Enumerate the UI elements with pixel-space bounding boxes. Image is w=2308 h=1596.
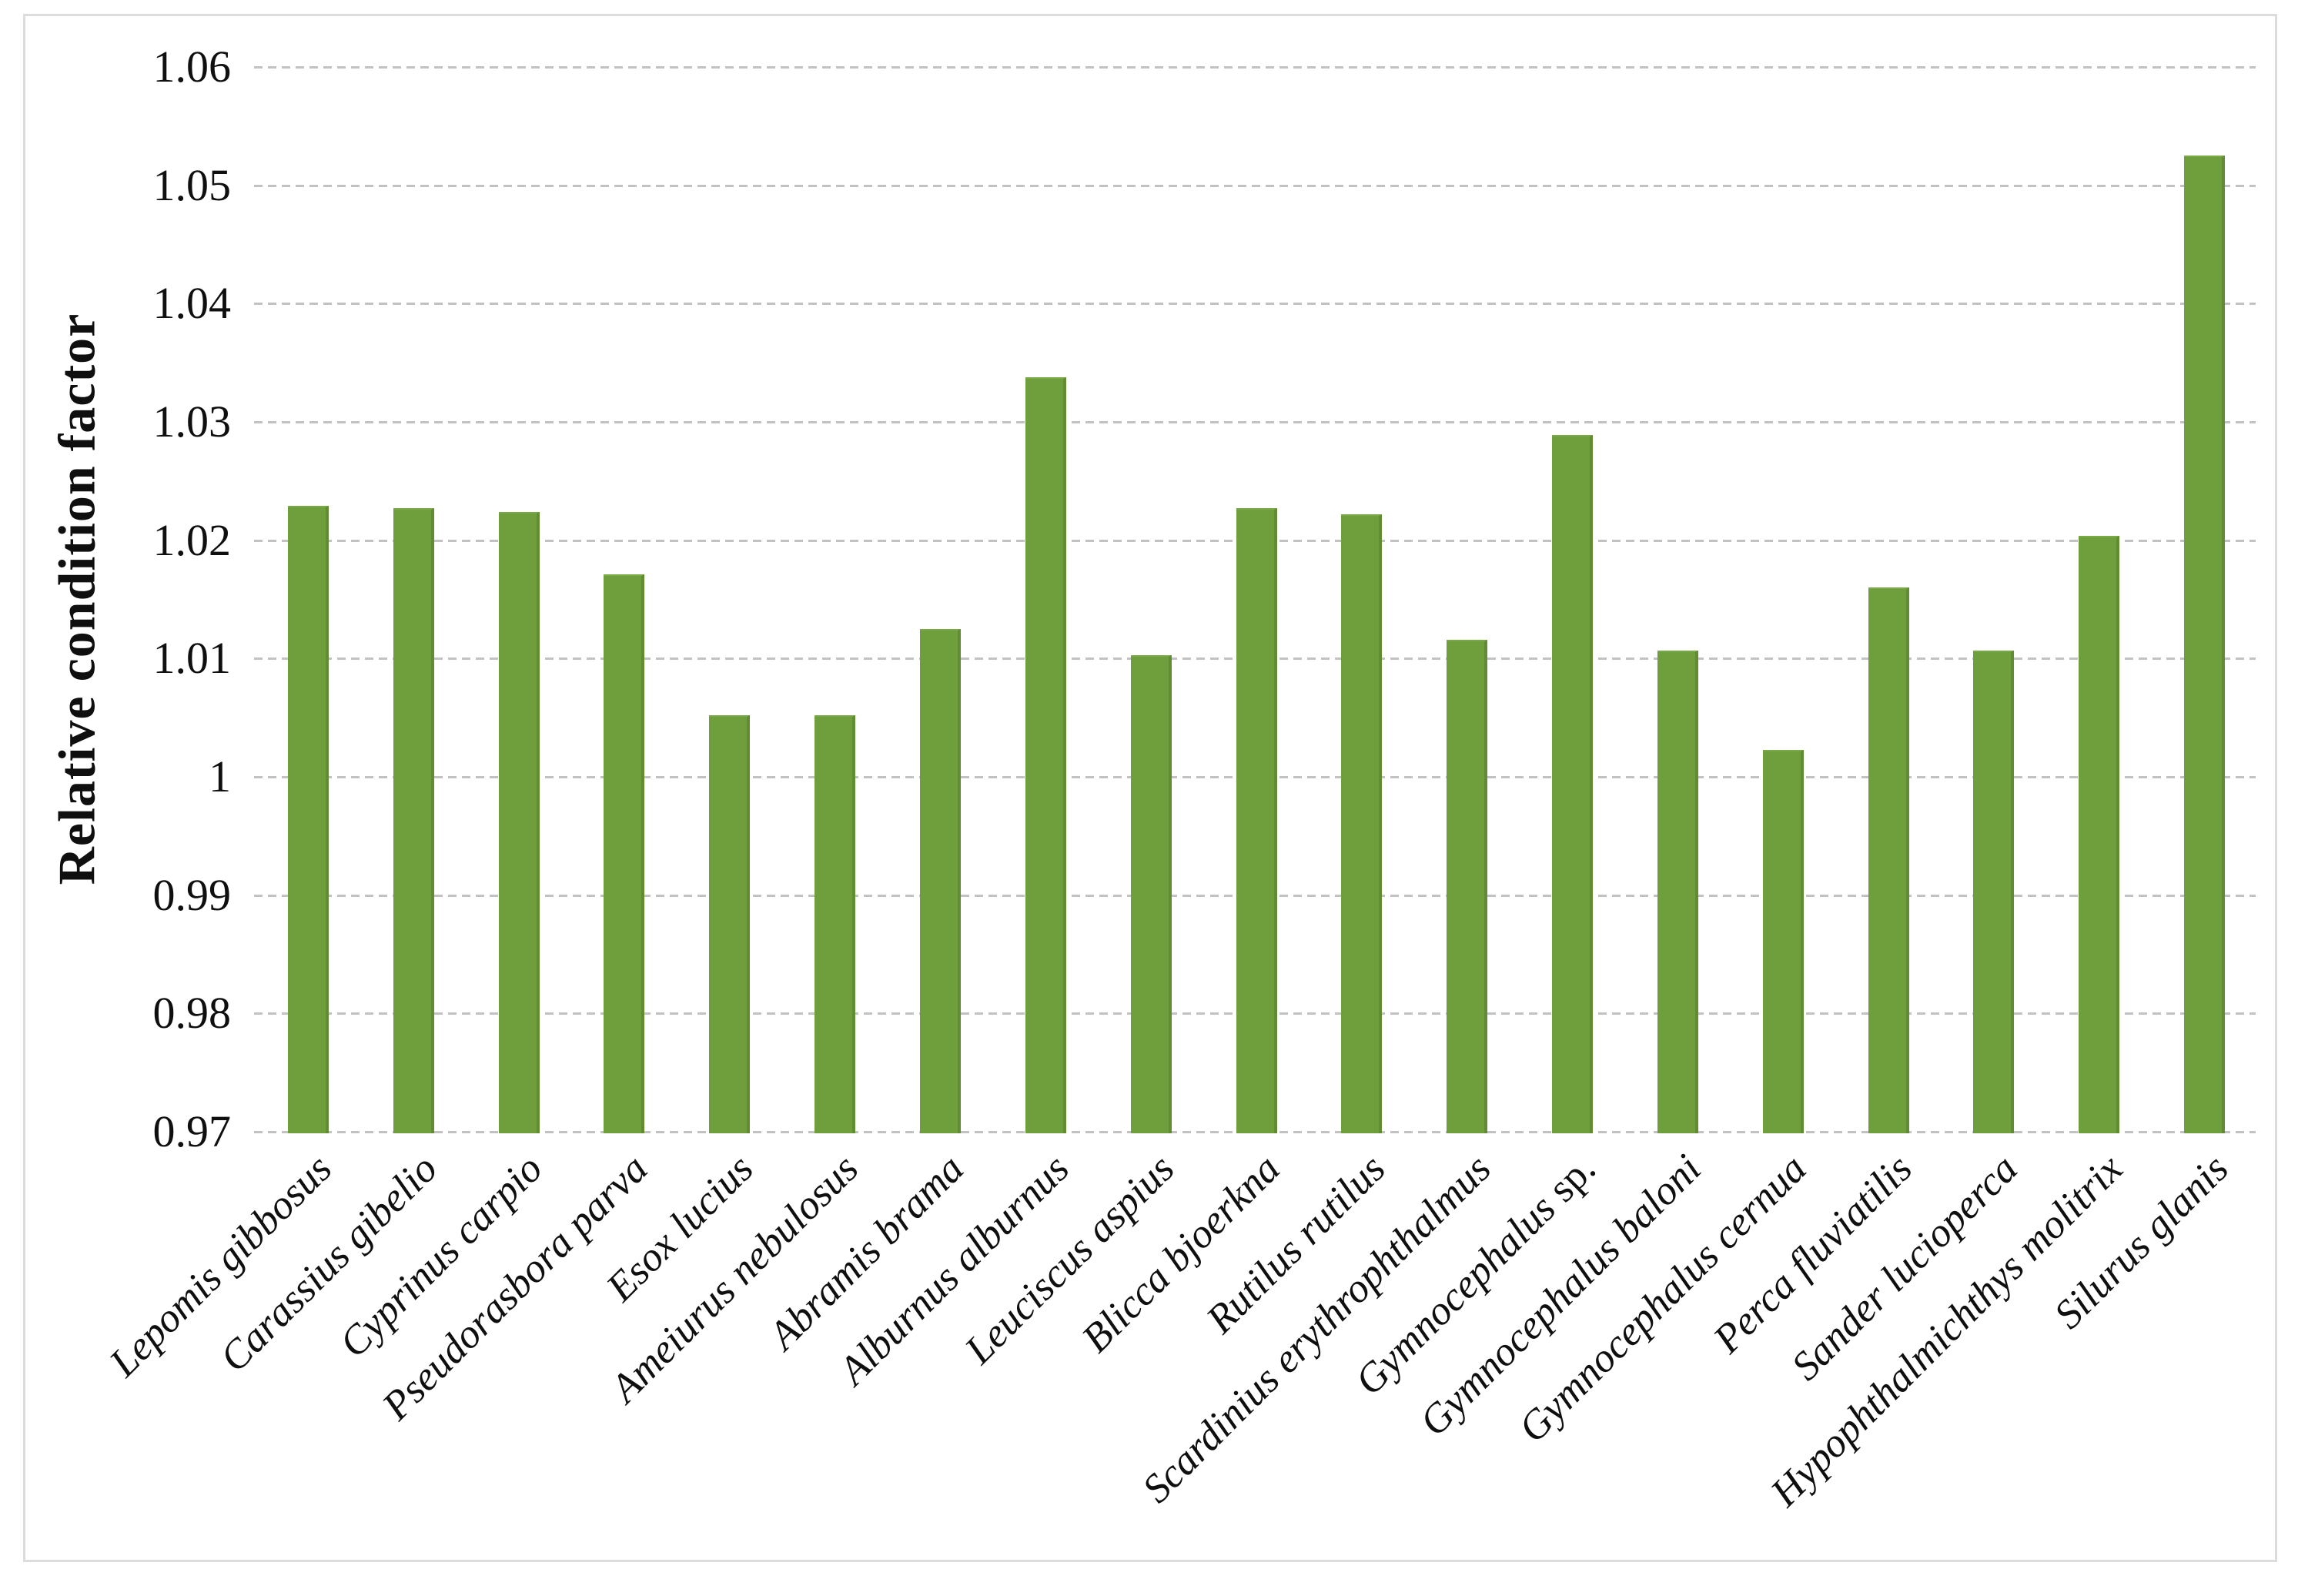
bar xyxy=(1657,650,1698,1133)
bar xyxy=(1025,376,1066,1133)
bar xyxy=(1447,639,1488,1133)
y-tick-label: 1.03 xyxy=(152,396,232,447)
bar xyxy=(498,511,540,1133)
bar xyxy=(814,715,856,1133)
bar xyxy=(1236,508,1277,1133)
gridline xyxy=(254,66,2256,69)
plot-area xyxy=(254,66,2256,1133)
y-tick-label: 0.97 xyxy=(152,1106,232,1156)
bar xyxy=(919,628,961,1133)
bar xyxy=(1130,654,1172,1133)
bar xyxy=(2079,535,2120,1133)
bar xyxy=(1762,749,1804,1133)
bar xyxy=(1341,514,1383,1133)
bar xyxy=(709,715,751,1133)
bar xyxy=(393,508,434,1133)
gridline xyxy=(254,184,2256,187)
gridline xyxy=(254,421,2256,423)
bar xyxy=(287,506,329,1133)
y-tick-label: 1 xyxy=(209,751,231,801)
y-tick-label: 1.02 xyxy=(152,514,232,565)
bar xyxy=(1973,650,2015,1133)
bar xyxy=(1868,587,1909,1133)
bar xyxy=(2184,156,2226,1133)
y-tick-label: 1.06 xyxy=(152,42,232,92)
bar xyxy=(1552,434,1594,1133)
gridline xyxy=(254,303,2256,306)
y-tick-label: 1.05 xyxy=(152,159,232,210)
bar xyxy=(604,574,645,1133)
y-tick-label: 1.04 xyxy=(152,278,232,329)
y-tick-label: 0.98 xyxy=(152,988,232,1039)
y-tick-label: 1.01 xyxy=(152,633,232,684)
y-tick-label: 0.99 xyxy=(152,869,232,920)
